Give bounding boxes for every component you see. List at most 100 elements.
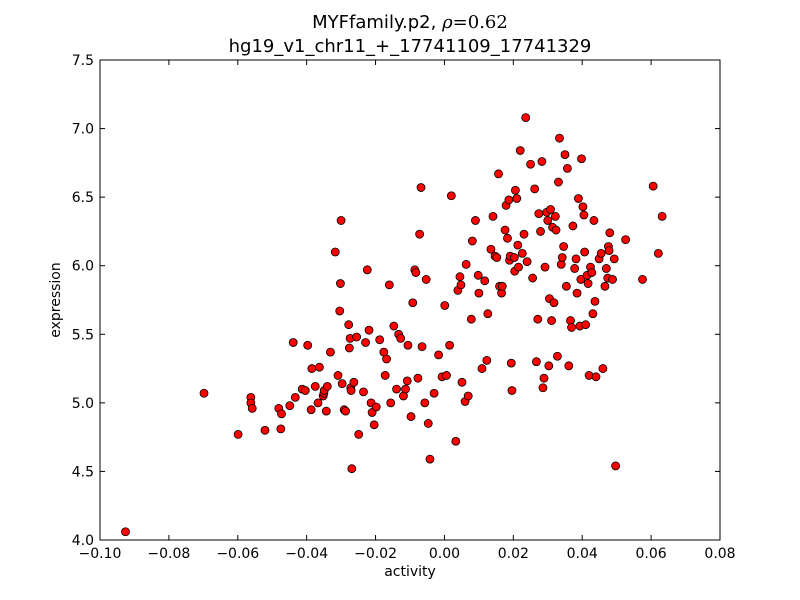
- data-point: [555, 133, 564, 143]
- data-point: [539, 373, 549, 383]
- data-point: [530, 184, 540, 194]
- data-point: [361, 338, 370, 347]
- data-point: [570, 264, 580, 273]
- data-point: [392, 384, 401, 394]
- data-point: [517, 248, 527, 258]
- data-point: [413, 373, 423, 383]
- data-point: [344, 343, 354, 353]
- data-point: [461, 259, 471, 269]
- data-point: [492, 253, 502, 262]
- data-point: [442, 371, 451, 380]
- data-point: [384, 280, 394, 290]
- data-point: [540, 262, 550, 272]
- data-point: [648, 181, 658, 191]
- data-point: [526, 159, 535, 169]
- data-point: [514, 262, 523, 272]
- data-point: [330, 247, 340, 257]
- data-point: [534, 209, 544, 219]
- data-point: [371, 402, 381, 412]
- data-point: [506, 358, 516, 368]
- data-point: [657, 211, 667, 221]
- data-point: [307, 364, 317, 373]
- x-tick-label: 0.00: [429, 546, 460, 562]
- data-point: [369, 420, 379, 430]
- data-point: [591, 372, 601, 382]
- data-point: [313, 398, 323, 408]
- data-point: [608, 275, 617, 284]
- data-point: [543, 216, 553, 225]
- data-point: [486, 244, 496, 254]
- data-point: [451, 436, 461, 446]
- data-point: [576, 275, 586, 284]
- data-point: [609, 254, 619, 264]
- data-point: [429, 388, 439, 398]
- data-point: [559, 242, 569, 251]
- data-point: [333, 371, 343, 380]
- data-point: [401, 384, 410, 394]
- x-tick-label: 0.04: [567, 546, 598, 562]
- data-point: [557, 253, 567, 262]
- data-point: [349, 377, 359, 387]
- y-tick-label: 5.0: [72, 396, 94, 412]
- y-tick-label: 6.0: [72, 259, 94, 275]
- data-point: [533, 314, 543, 324]
- data-point: [483, 309, 493, 319]
- x-tick-label: 0.06: [636, 546, 667, 562]
- x-tick-label: −0.06: [216, 546, 259, 562]
- data-point: [537, 157, 547, 166]
- data-point: [402, 376, 412, 386]
- data-point: [577, 154, 586, 164]
- data-point: [568, 221, 578, 231]
- data-point: [277, 409, 286, 419]
- chart-subtitle: hg19_v1_chr11_+_17741109_17741329: [229, 36, 592, 57]
- y-axis-label: expression: [48, 262, 64, 338]
- data-point: [463, 391, 473, 401]
- data-point: [578, 202, 588, 212]
- data-point: [519, 229, 529, 239]
- data-point: [511, 185, 520, 195]
- data-point: [546, 205, 555, 214]
- data-point: [335, 306, 345, 316]
- data-point: [590, 296, 600, 306]
- data-point: [553, 351, 562, 361]
- data-point: [389, 321, 399, 331]
- data-point: [579, 210, 589, 220]
- x-tick-label: −0.04: [285, 546, 328, 562]
- data-point: [421, 275, 431, 284]
- data-point: [440, 301, 450, 310]
- data-point: [290, 392, 300, 402]
- data-point: [406, 412, 416, 421]
- x-tick-label: 0.08: [704, 546, 735, 562]
- data-point: [354, 429, 364, 439]
- data-point: [561, 281, 571, 291]
- data-point: [446, 191, 456, 201]
- y-tick-label: 6.5: [72, 190, 94, 206]
- data-point: [455, 272, 465, 282]
- data-point: [621, 235, 631, 245]
- data-point: [336, 279, 345, 288]
- data-point: [303, 340, 313, 350]
- data-point: [199, 388, 209, 398]
- data-point: [337, 379, 347, 389]
- data-point: [285, 401, 295, 411]
- x-tick-label: −0.08: [147, 546, 190, 562]
- data-point: [503, 233, 512, 243]
- data-point: [580, 247, 590, 257]
- data-point: [507, 386, 517, 395]
- data-point: [544, 361, 554, 371]
- data-point: [560, 150, 570, 160]
- data-point: [344, 320, 354, 330]
- data-point: [352, 332, 362, 342]
- data-point: [457, 377, 467, 387]
- data-point: [482, 355, 492, 365]
- data-point: [233, 429, 243, 439]
- data-point: [416, 183, 426, 192]
- data-point: [598, 364, 608, 373]
- data-point: [596, 248, 606, 258]
- data-point: [467, 236, 477, 246]
- x-tick-label: −0.10: [79, 546, 122, 562]
- data-point: [549, 298, 559, 308]
- data-point: [509, 253, 519, 262]
- data-point: [364, 325, 374, 335]
- data-point: [336, 216, 346, 225]
